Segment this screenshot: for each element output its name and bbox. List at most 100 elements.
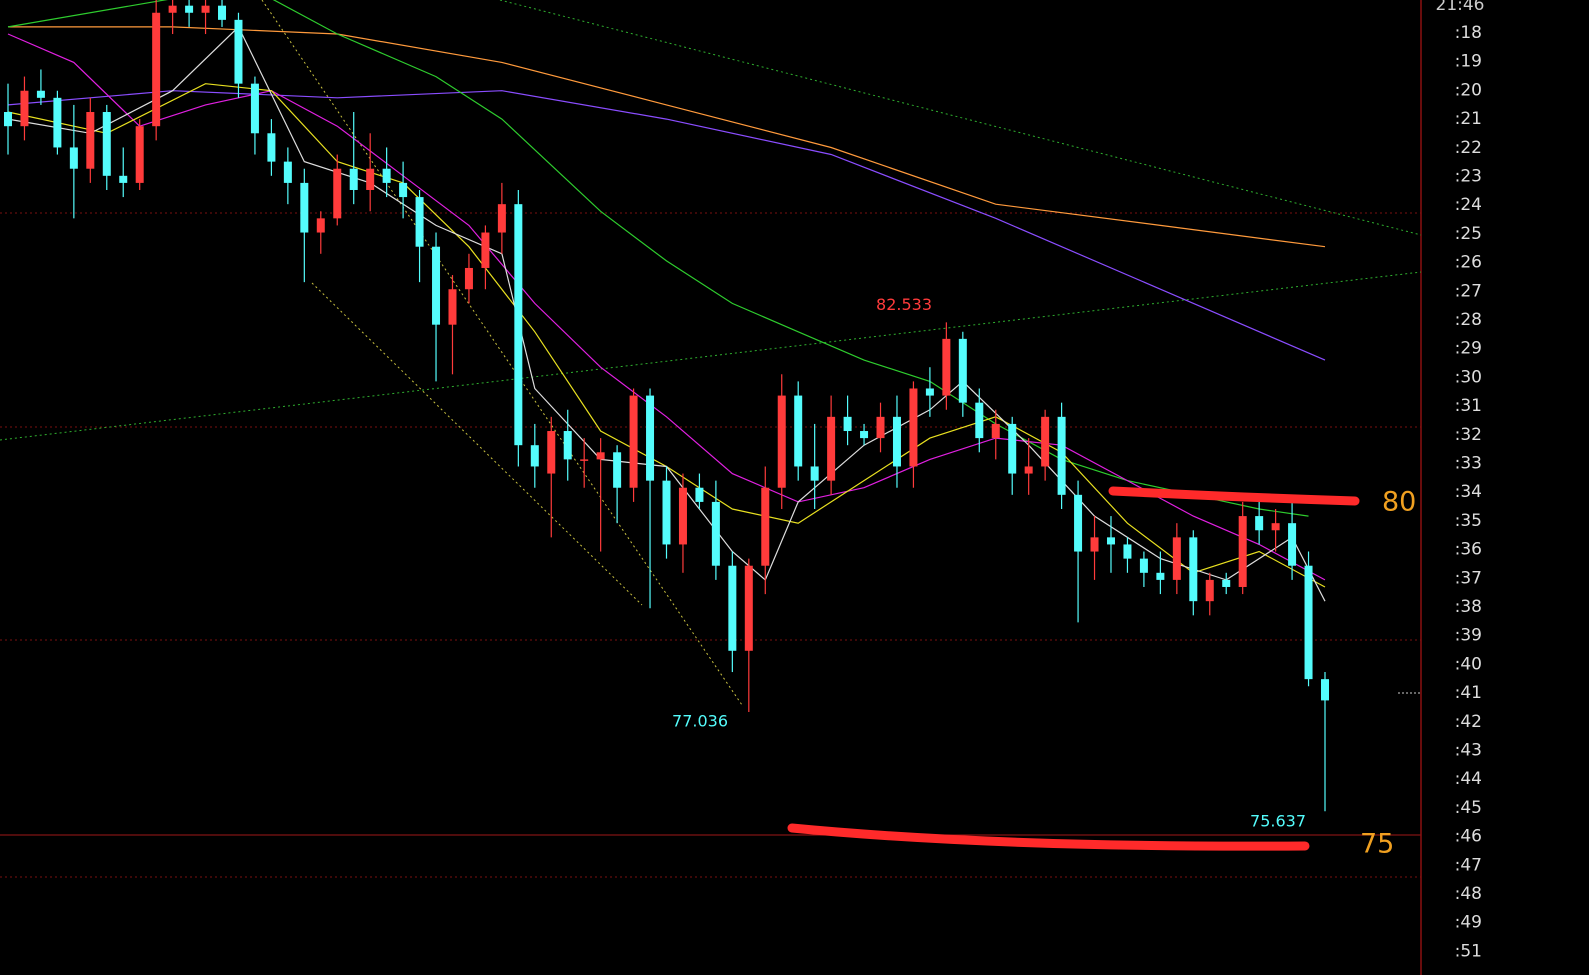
candle-body [432,246,441,325]
time-label: :23 [1455,167,1482,187]
candle-body [1189,537,1198,602]
candle-body [1139,558,1148,573]
time-label: :30 [1455,367,1482,387]
candle-body [1123,544,1132,559]
price-label: 82.533 [876,295,932,314]
candle-body [267,133,276,162]
time-label: :42 [1455,712,1482,732]
time-label: :33 [1455,454,1482,474]
candle-body [333,168,342,219]
time-label: :41 [1455,683,1482,703]
candle-body [761,487,770,566]
candle-body [382,168,391,183]
level-label: 80 [1382,487,1416,518]
candle-body [218,5,227,20]
price-label: 77.036 [672,712,728,731]
level-label: 75 [1360,829,1394,860]
candle-body [777,395,786,488]
trend-line [499,0,1422,236]
candle-body [1205,579,1214,602]
candle-body [316,218,325,233]
candle-body [300,182,309,233]
time-label: :47 [1455,855,1482,875]
time-label: :28 [1455,310,1482,330]
time-label: :32 [1455,425,1482,445]
candle-body [1156,572,1165,580]
candle-body [794,395,803,467]
candle-body [1057,416,1066,495]
candle-body [1172,537,1181,580]
candle-body [1041,416,1050,467]
candle-body [464,267,473,290]
candle-body [36,90,45,98]
candle-body [563,431,572,460]
hand-drawn-level [787,823,1310,851]
candle-body [119,175,128,183]
price-label: 75.637 [1250,812,1306,831]
candle-body [283,161,292,183]
candle-body [580,459,589,461]
candle-body [975,402,984,439]
time-label: :44 [1455,769,1482,789]
candle-body [366,168,375,190]
time-label: :20 [1455,80,1482,100]
candle-body [1321,679,1329,701]
candle-body [4,112,12,127]
moving-average [7,33,1326,581]
candle-body [415,197,424,247]
candle-body [349,168,358,190]
time-label: :40 [1455,654,1482,674]
time-label: :26 [1455,253,1482,273]
candle-body [596,452,605,460]
time-label: :19 [1455,52,1482,72]
candle-body [876,416,885,439]
marks: 82.533 77.036 75.637 [4,0,1329,831]
candle-body [629,395,638,488]
time-label: :46 [1455,827,1482,847]
time-label: :24 [1455,195,1482,215]
candle-body [250,83,259,134]
time-label: :51 [1455,941,1482,961]
candle-body [201,5,210,13]
hand-drawn-level [1108,486,1360,506]
candle-body [69,147,78,169]
candle-body [1024,466,1033,474]
candle-body [168,5,177,13]
candle-body [711,501,720,566]
candle-body [909,388,918,467]
candle-body [1255,516,1264,531]
candle-body [497,204,506,233]
candle-body [843,416,852,432]
time-label: :38 [1455,597,1482,617]
candle-body [1090,537,1099,552]
candle-body [547,431,556,474]
time-label: :29 [1455,339,1482,359]
candle-body [1008,423,1017,474]
candle-body [892,416,901,467]
moving-average [7,90,1326,361]
time-label: :35 [1455,511,1482,531]
candle-body [678,487,687,545]
moving-average [8,26,1326,248]
time-list: :18:19:20:21:22:23:24:25:26:27:28:29:30:… [1455,23,1482,961]
candle-body [530,445,539,467]
time-label: :37 [1455,568,1482,588]
moving-average [7,25,1326,602]
candle-body [958,338,967,403]
candle-body [827,416,836,481]
candle-body [810,466,819,481]
candle-body [185,5,194,13]
time-label: :25 [1455,224,1482,244]
candle-body [86,112,95,169]
candle-body [942,338,951,396]
candle-body [646,395,655,481]
candle-body [744,565,753,651]
time-label: :31 [1455,396,1482,416]
candle-body [1074,494,1083,552]
candle-body [1271,523,1280,531]
candle-body [991,423,1000,439]
candle-body [399,182,408,198]
moving-average [7,0,1309,517]
